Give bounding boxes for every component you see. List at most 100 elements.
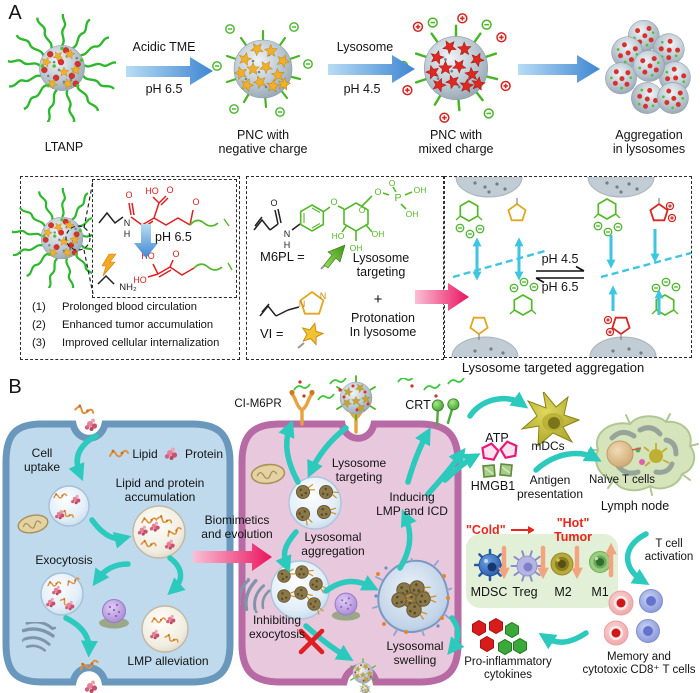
- benefit-item-3: (3) Improved cellular internalization: [32, 337, 234, 350]
- chemistry-zoom-box: [92, 179, 237, 298]
- mdc-cell-icon: [520, 392, 581, 448]
- label-ph65-eq: pH 6.5: [541, 280, 579, 294]
- lightning-icon: [101, 253, 117, 277]
- lipid-protein-exiting: [78, 657, 100, 693]
- atom: O: [270, 198, 277, 208]
- mdsc-cell-icon: [474, 548, 506, 582]
- label-vi: VI =: [260, 326, 284, 341]
- label-ltanp: LTANP: [44, 140, 84, 154]
- label-mdsc: MDSC: [470, 585, 508, 599]
- label-naive-t-cells: Naïve T cells: [588, 474, 656, 486]
- atom: OH: [350, 243, 363, 253]
- label-lysosomal-swelling: Lysosomal swelling: [386, 639, 444, 667]
- atom: O: [166, 185, 173, 195]
- arrow-to-cytokines: [538, 630, 589, 650]
- atom: OH: [406, 209, 419, 219]
- atom: H: [124, 229, 131, 239]
- panel-b-label: B: [8, 376, 22, 398]
- atom: O: [330, 197, 337, 207]
- label-lymph-node: Lymph node: [600, 499, 670, 513]
- hmgb1-icons: [482, 463, 513, 478]
- pnc-mixed-particle: [400, 12, 512, 124]
- atom: HO: [145, 186, 159, 196]
- label-lmp-alleviation: LMP alleviation: [127, 654, 209, 668]
- label-lysosomal-aggregation: Lysosomal aggregation: [301, 530, 365, 558]
- label-ph45-eq: pH 4.5: [541, 252, 579, 266]
- ltanp-particle: [8, 14, 116, 122]
- aggregation-scheme: [451, 177, 691, 357]
- golgi-icon-blue: [22, 622, 59, 654]
- label-hmgb1: HMGB1: [470, 479, 516, 493]
- atom: NH₂: [119, 282, 137, 293]
- label-protonation: Protonation In lysosome: [349, 311, 417, 340]
- m2-cell-icon: [550, 552, 574, 576]
- label-ph45-top: pH 4.5: [343, 82, 381, 96]
- vi-structure: N N: [259, 290, 326, 317]
- label-pnc-mixed: PNC with mixed charge: [418, 128, 494, 157]
- box-ligands: [246, 176, 444, 360]
- m1-cell-icon: [589, 551, 611, 573]
- atom: O: [389, 180, 396, 188]
- atom: H: [284, 240, 291, 250]
- label-memory-t-cells: Memory and cytotoxic CD8⁺ T cells: [582, 651, 696, 677]
- lymph-dc: [643, 443, 670, 467]
- lymph-node-icon: [588, 413, 699, 496]
- accumulation-vesicle: [132, 505, 186, 559]
- label-t-cell-activation: T cell activation: [644, 538, 694, 564]
- label-cytokines: Pro-inflammatory cytokines: [464, 656, 552, 682]
- label-m2: M2: [554, 585, 572, 599]
- nanoparticle-exited: [352, 676, 378, 693]
- exocytosis-vesicle: [40, 572, 84, 616]
- membrane-dash-line: [600, 251, 691, 279]
- treg-cell-icon: [510, 550, 544, 582]
- amine-structure: NH₂ HO O HO: [97, 249, 233, 293]
- label-crt: CRT: [405, 398, 431, 412]
- label-aggregation: Aggregation in lysosomes: [612, 128, 686, 157]
- atom: O: [172, 249, 179, 259]
- benefit-text: Improved cellular internalization: [62, 337, 220, 349]
- atom: HO: [141, 251, 155, 261]
- label-ph65-top: pH 6.5: [145, 82, 183, 96]
- label-protein: Protein: [184, 447, 224, 461]
- arrow-to-mdcs: [467, 391, 529, 419]
- golgi-icon-pink: [240, 578, 274, 617]
- label-m6pl: M6PL =: [260, 249, 305, 264]
- label-plus: +: [373, 291, 383, 308]
- label-ph65-box1: pH 6.5: [155, 230, 192, 244]
- label-atp: ATP: [485, 431, 509, 445]
- aggregate-particle: [594, 14, 700, 124]
- label-acidic-tme: Acidic TME: [132, 40, 196, 54]
- mitochondria-icon-pink: [249, 462, 287, 486]
- arrow-aggregation: [518, 55, 600, 83]
- label-accumulation: Lipid and protein accumulation: [115, 476, 205, 504]
- endosome-vesicle: [48, 485, 90, 527]
- label-lysosome-arrow: Lysosome: [336, 40, 394, 54]
- label-m1: M1: [591, 585, 609, 599]
- atom: O: [359, 205, 366, 215]
- cytokine-icons: [472, 618, 527, 656]
- benefit-item-1: (1) Prolonged blood circulation: [32, 301, 234, 314]
- label-mdcs: mDCs: [531, 439, 565, 453]
- atom: HO: [332, 231, 345, 241]
- benefit-text: Prolonged blood circulation: [62, 301, 197, 313]
- m6pl-structure: O N H O O HO OH OH O P O OH OH: [253, 180, 426, 253]
- label-treg: Treg: [512, 585, 538, 599]
- label-inducing-lmp-icd: Inducing LMP and ICD: [376, 490, 448, 518]
- label-lysosome-targeting-b: Lysosome targeting: [331, 456, 387, 484]
- label-antigen-presentation: Antigen presentation: [516, 473, 584, 501]
- atom: OH: [372, 229, 385, 239]
- atom: N: [299, 299, 306, 309]
- atom: O: [192, 197, 199, 207]
- lipid-protein-entering: [74, 402, 98, 431]
- benefit-num: (1): [32, 301, 46, 313]
- atom: O: [125, 190, 132, 200]
- swollen-lysosome: [372, 558, 452, 636]
- benefit-item-2: (2) Enhanced tumor accumulation: [32, 319, 234, 332]
- nucleus-organelle-pink: [331, 592, 361, 622]
- panel-a-label: A: [8, 2, 22, 24]
- m6pl-arrow-icon: [320, 244, 346, 270]
- benefit-num: (3): [32, 337, 46, 349]
- nucleus-organelle-blue: [98, 599, 130, 629]
- benefit-text: Enhanced tumor accumulation: [62, 319, 214, 331]
- arrow-acidic-tme: [126, 57, 213, 85]
